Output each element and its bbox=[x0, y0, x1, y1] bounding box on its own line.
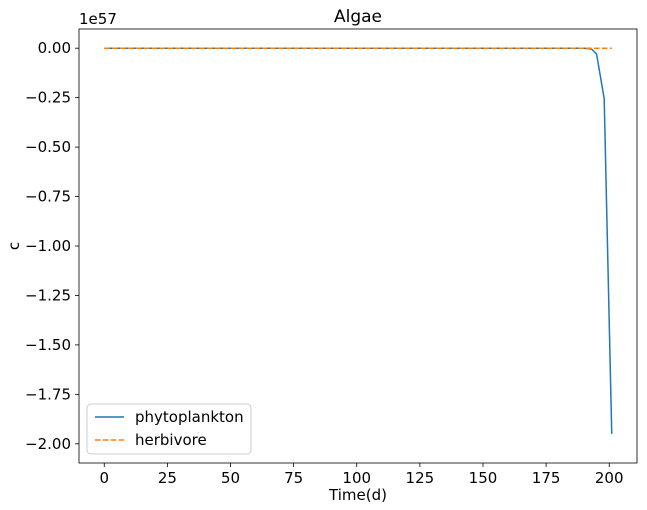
x-tick-label: 75 bbox=[284, 469, 303, 487]
x-tick-label: 50 bbox=[221, 469, 240, 487]
y-tick-label: −1.25 bbox=[25, 286, 71, 304]
legend-box bbox=[86, 403, 252, 455]
plot-frame bbox=[78, 28, 638, 464]
y-tick-label: −1.00 bbox=[25, 237, 71, 255]
series-layer bbox=[104, 47, 613, 434]
y-offset-text: 1e57 bbox=[79, 10, 117, 28]
x-axis-ticks: 0 25 50 75 100 125 150 175 200 bbox=[99, 463, 624, 487]
legend-label-phytoplankton: phytoplankton bbox=[135, 408, 244, 426]
y-tick-label: −2.00 bbox=[25, 435, 71, 453]
y-tick-label: −0.75 bbox=[25, 188, 71, 206]
y-tick-label: 0.00 bbox=[38, 39, 71, 57]
x-axis-label: Time(d) bbox=[328, 486, 387, 504]
x-tick-label: 150 bbox=[469, 469, 498, 487]
x-tick-label: 100 bbox=[342, 469, 371, 487]
x-tick-label: 0 bbox=[99, 469, 109, 487]
y-axis-ticks: 0.00 −0.25 −0.50 −0.75 −1.00 −1.25 −1.50 −1.75 −… bbox=[25, 39, 79, 453]
y-tick-label: −1.75 bbox=[25, 385, 71, 403]
plot-background bbox=[79, 29, 637, 463]
x-tick-label: 200 bbox=[595, 469, 624, 487]
y-tick-label: −1.50 bbox=[25, 336, 71, 354]
chart-title: Algae bbox=[334, 7, 382, 27]
legend: phytoplankton herbivore bbox=[86, 403, 252, 455]
legend-label-herbivore: herbivore bbox=[135, 431, 207, 449]
x-tick-label: 175 bbox=[532, 469, 561, 487]
x-tick-label: 25 bbox=[158, 469, 177, 487]
y-tick-label: −0.25 bbox=[25, 89, 71, 107]
y-axis-label: c bbox=[5, 242, 23, 250]
x-tick-label: 125 bbox=[406, 469, 435, 487]
y-tick-label: −0.50 bbox=[25, 138, 71, 156]
series-line-phytoplankton bbox=[104, 47, 613, 434]
